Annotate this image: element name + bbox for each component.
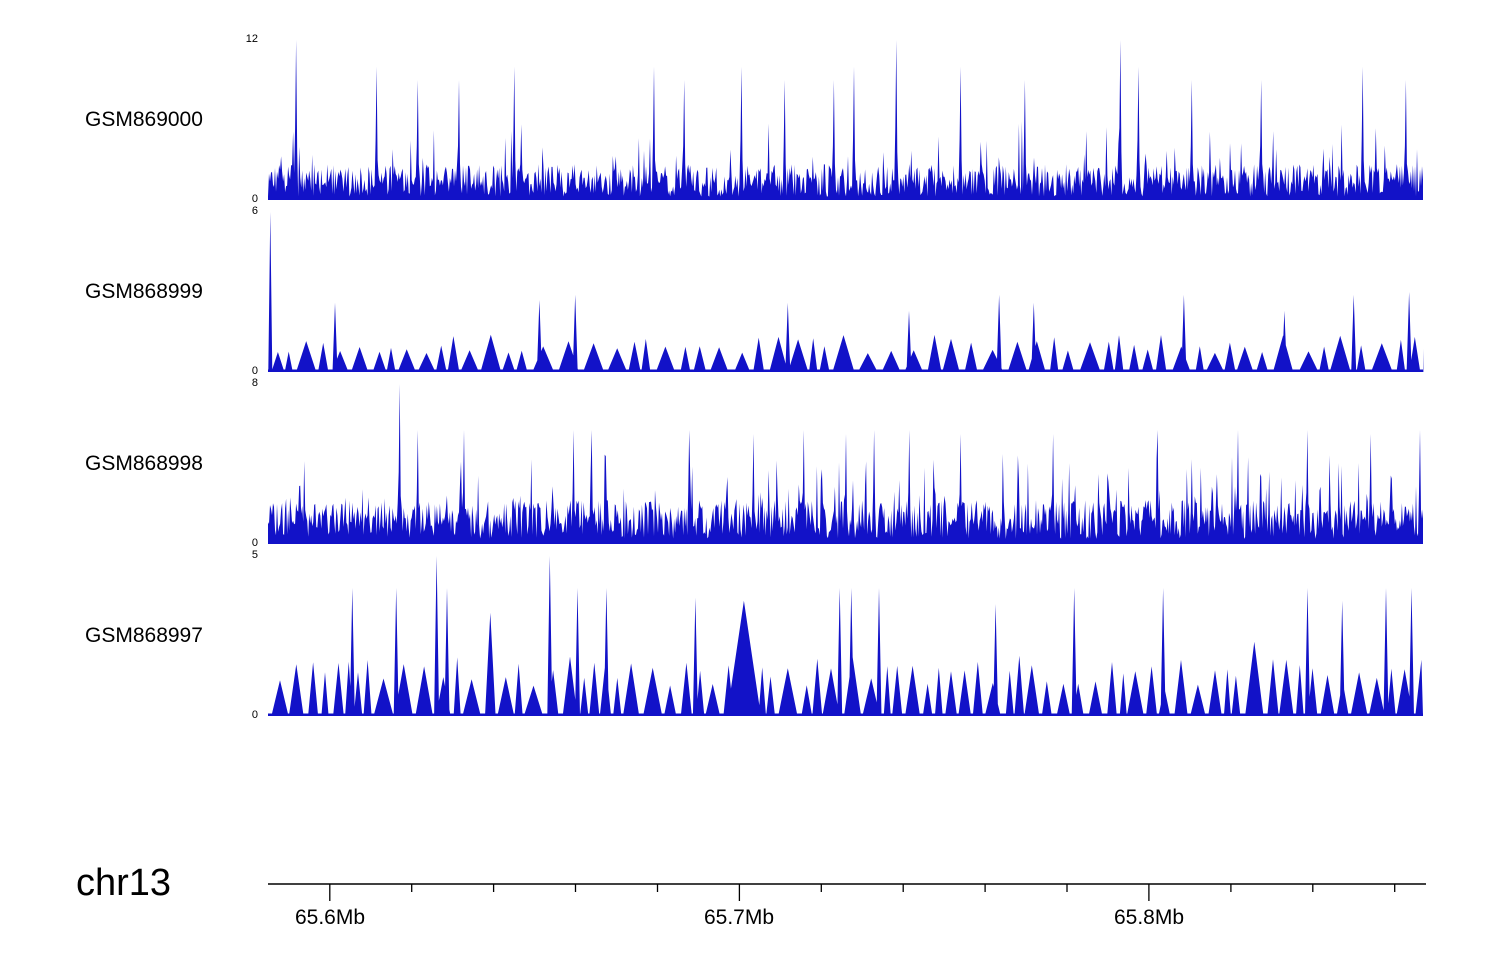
track-signal-svg <box>268 384 1423 544</box>
signal-path <box>268 40 1423 200</box>
track-signal-svg <box>268 40 1423 200</box>
track-plot <box>268 384 1423 544</box>
y-axis-zero-label: 0 <box>251 537 258 549</box>
signal-path <box>268 212 1424 372</box>
genome-axis <box>268 883 1426 901</box>
x-axis-tick-label: 65.8Mb <box>1113 906 1185 929</box>
y-axis-zero-label: 0 <box>251 365 258 377</box>
y-axis-max-label: 5 <box>251 549 258 561</box>
y-axis-max-label: 12 <box>245 33 258 45</box>
y-axis-zero-label: 0 <box>251 193 258 205</box>
x-axis-tick-label: 65.6Mb <box>294 906 366 929</box>
track-label: GSM868999 <box>85 280 203 303</box>
track-signal-svg <box>268 212 1424 372</box>
track-label: GSM868998 <box>85 452 203 475</box>
track-signal-svg <box>268 556 1423 716</box>
chromosome-label: chr13 <box>76 862 172 904</box>
track-plot <box>268 556 1423 716</box>
x-axis-tick-label: 65.7Mb <box>703 906 775 929</box>
y-axis-max-label: 6 <box>251 205 258 217</box>
signal-path <box>268 556 1423 716</box>
track-label: GSM869000 <box>85 108 203 131</box>
track-plot <box>268 212 1424 372</box>
track-plot <box>268 40 1423 200</box>
y-axis-max-label: 8 <box>251 377 258 389</box>
track-label: GSM868997 <box>85 624 203 647</box>
signal-path <box>268 384 1423 544</box>
y-axis-zero-label: 0 <box>251 709 258 721</box>
